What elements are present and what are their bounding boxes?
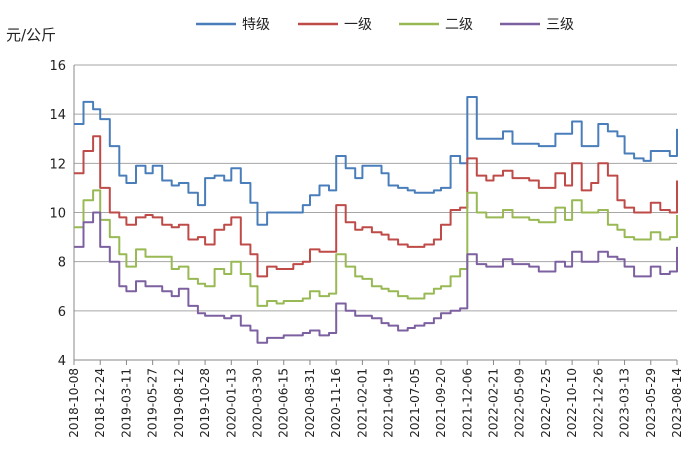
series-line-0 [74,96,678,226]
x-tick-label: 2019-08-12 [172,368,186,438]
axis-layer: 4 6 8 10 12 14 16 2018-10-08 2018-12-24 2019-03-1… [49,59,684,438]
legend: 特级 一级 二级 三级 [196,17,574,33]
legend-label-1: 一级 [344,17,372,33]
x-tick-label: 2021-07-05 [408,368,422,438]
x-tick-label: 2020-06-15 [277,368,291,438]
x-tick-label: 2019-05-27 [146,368,160,438]
series-line-2 [74,189,678,307]
x-tick-label: 2021-12-06 [460,368,474,438]
series-line-1 [74,135,678,278]
x-tick-label: 2020-03-30 [251,368,265,438]
x-tick-label: 2018-12-24 [93,368,107,438]
x-tick-label: 2023-08-14 [670,368,684,438]
x-tick-label: 2020-08-31 [303,368,317,438]
x-tick-label: 2022-02-21 [486,368,500,438]
x-tick-label: 2023-05-29 [644,368,658,438]
y-axis-label: 元/公斤 [6,26,56,44]
x-tick-label: 2023-03-13 [618,368,632,438]
x-tick-label: 2022-05-09 [513,368,527,438]
y-tick-label: 4 [58,354,66,369]
x-tick-label: 2022-07-25 [539,368,553,438]
x-tick-label: 2021-09-20 [434,368,448,438]
legend-label-0: 特级 [242,17,270,33]
x-tick-label: 2021-04-19 [382,368,396,438]
legend-label-3: 三级 [546,17,574,33]
x-tick-label: 2018-10-08 [67,368,81,438]
y-tick-label: 14 [49,108,66,123]
grid-layer [74,64,677,361]
x-tick-label: 2019-10-28 [198,368,212,438]
y-tick-label: 12 [49,157,66,172]
y-tick-label: 16 [49,59,66,74]
y-tick-label: 10 [49,207,66,222]
series-layer [74,96,678,344]
x-tick-label: 2022-12-26 [591,368,605,438]
y-tick-label: 6 [58,305,66,320]
x-tick-label: 2020-11-16 [329,368,343,438]
x-tick-label: 2020-01-13 [224,368,238,438]
series-line-3 [74,211,678,344]
x-tick-label: 2019-03-11 [119,368,133,438]
y-tick-label: 8 [58,256,66,271]
x-tick-label: 2021-02-01 [355,368,369,438]
legend-label-2: 二级 [445,17,473,33]
x-tick-label: 2022-10-10 [565,368,579,438]
